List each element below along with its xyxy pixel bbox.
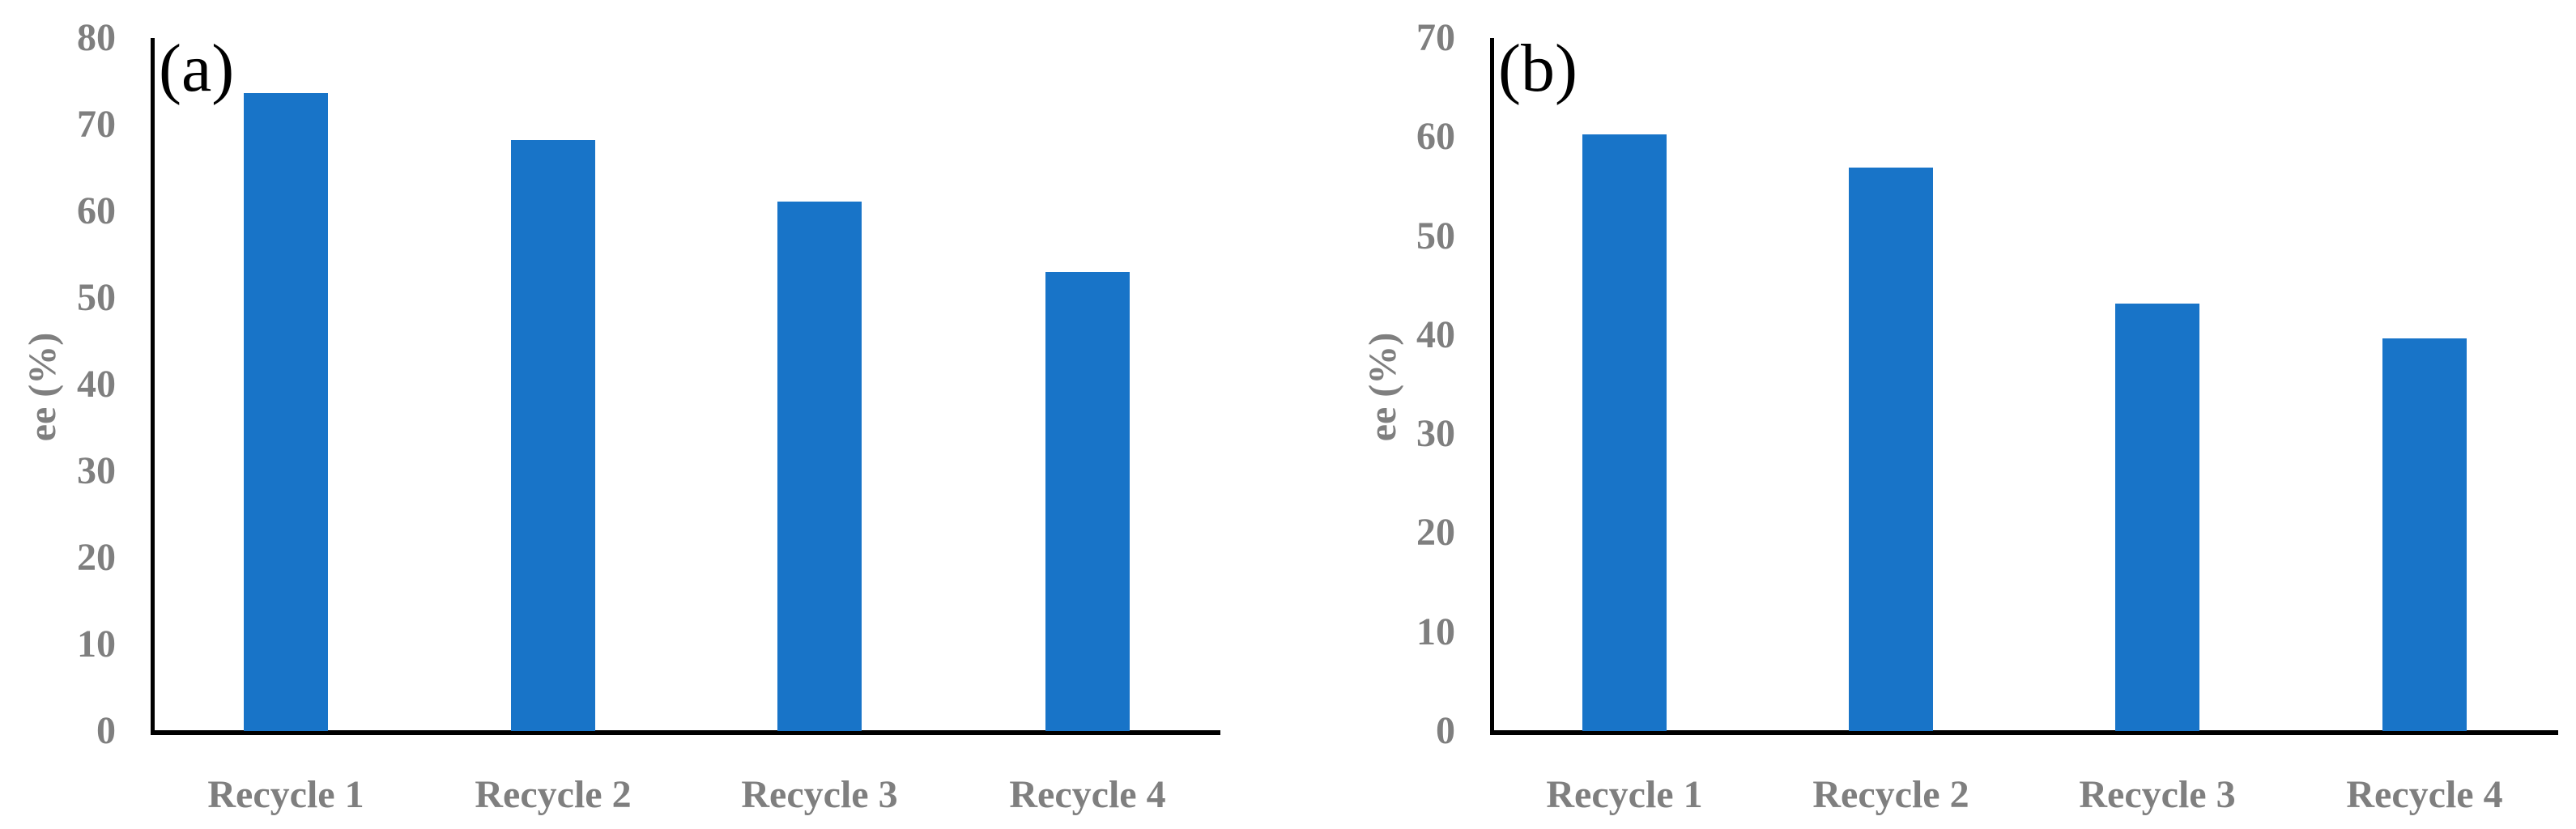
y-tick-label: 80 xyxy=(77,16,116,59)
bar-recycle-3 xyxy=(2115,303,2199,731)
x-tick-label: Recycle 1 xyxy=(207,773,364,816)
y-tick-label: 0 xyxy=(1436,709,1455,752)
y-tick-label: 10 xyxy=(77,623,116,665)
bar-recycle-4 xyxy=(1045,271,1130,731)
x-tick-label: Recycle 3 xyxy=(2079,773,2236,816)
bar-recycle-2 xyxy=(1849,168,1933,731)
x-tick-label: Recycle 3 xyxy=(741,773,898,816)
y-axis-title: ee (%) xyxy=(1361,332,1404,442)
y-tick-label: 0 xyxy=(96,709,116,752)
y-tick-label: 60 xyxy=(1416,115,1455,159)
y-tick-label: 20 xyxy=(77,536,116,579)
x-tick-label: Recycle 4 xyxy=(1009,773,1166,816)
panel-label: (b) xyxy=(1498,31,1578,106)
panel-label: (a) xyxy=(159,31,235,106)
bar-recycle-3 xyxy=(777,202,862,731)
x-tick-label: Recycle 4 xyxy=(2346,773,2503,816)
y-tick-label: 30 xyxy=(1416,412,1455,456)
x-axis-line xyxy=(151,730,1220,735)
x-tick-label: Recycle 1 xyxy=(1546,773,1703,816)
x-tick-label: Recycle 2 xyxy=(475,773,632,816)
bar-recycle-1 xyxy=(1582,134,1667,731)
y-tick-label: 60 xyxy=(77,189,116,232)
y-tick-label: 40 xyxy=(77,363,116,406)
y-tick-label: 20 xyxy=(1416,511,1455,555)
bar-recycle-2 xyxy=(511,140,595,731)
y-tick-label: 30 xyxy=(77,449,116,492)
y-tick-label: 40 xyxy=(1416,312,1455,356)
y-tick-label: 70 xyxy=(77,103,116,146)
bar-recycle-4 xyxy=(2382,338,2467,731)
y-tick-label: 50 xyxy=(77,276,116,319)
bar-recycle-1 xyxy=(244,93,328,731)
y-tick-label: 10 xyxy=(1416,610,1455,653)
y-tick-label: 50 xyxy=(1416,214,1455,257)
y-tick-label: 70 xyxy=(1416,16,1455,59)
x-axis-line xyxy=(1490,730,2558,735)
x-tick-label: Recycle 2 xyxy=(1812,773,1969,816)
y-axis-line xyxy=(151,38,155,733)
y-axis-line xyxy=(1490,38,1494,733)
